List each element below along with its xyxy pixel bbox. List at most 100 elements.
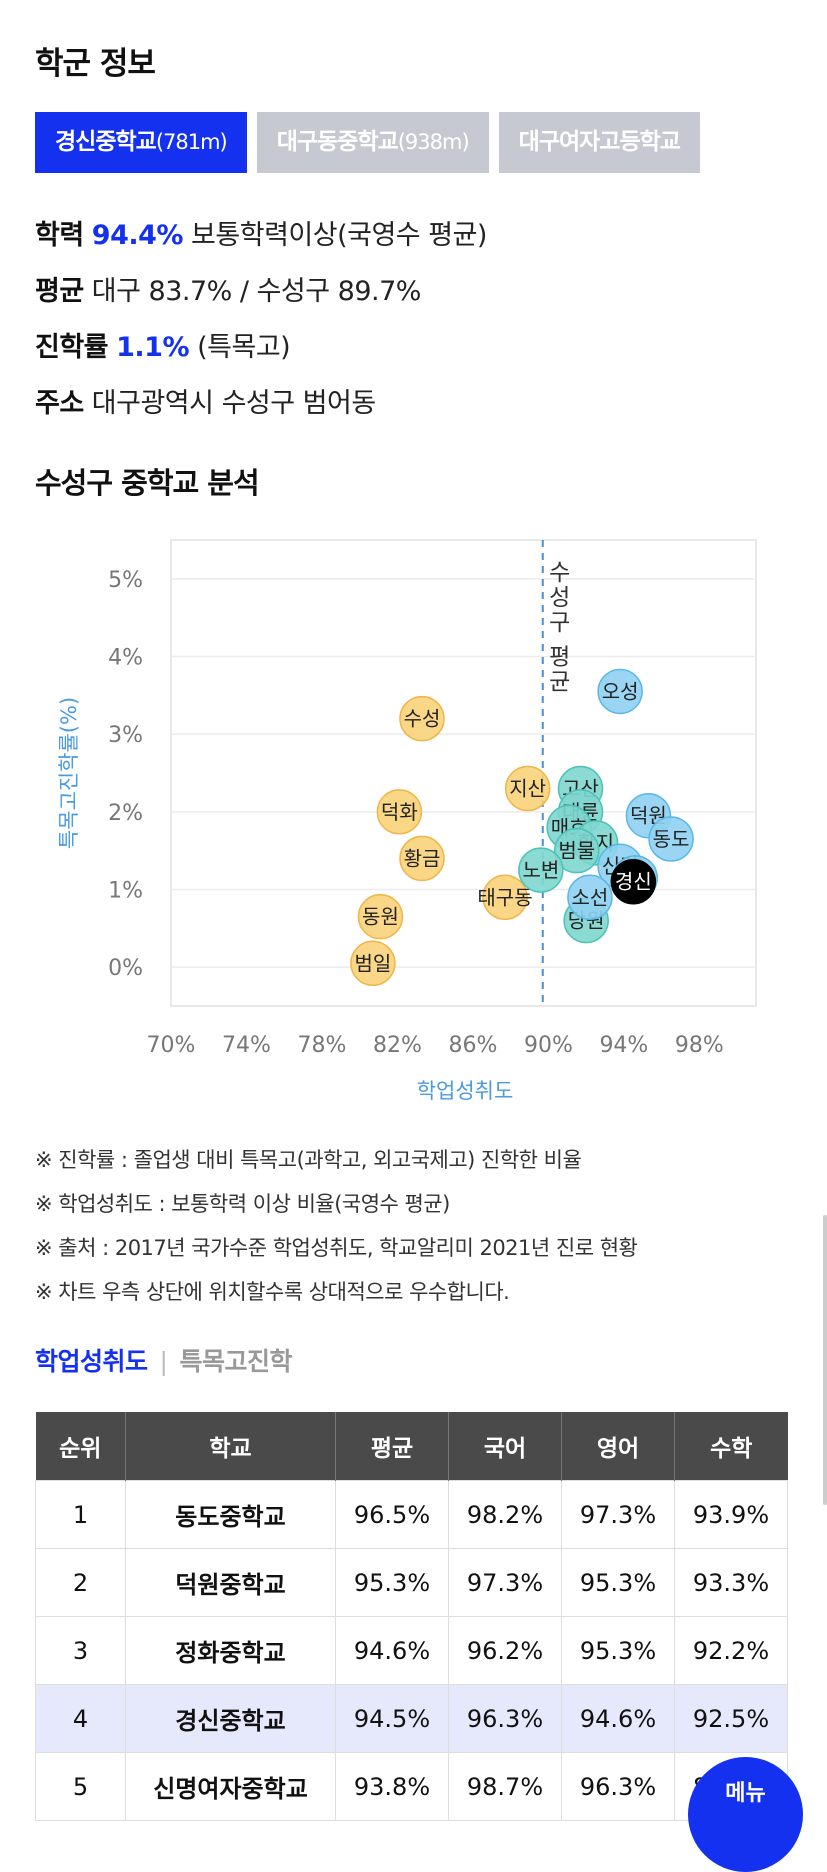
notes: ※ 진학률 : 졸업생 대비 특목고(과학고, 외고국제고) 진학한 비율 ※ … [35, 1138, 638, 1314]
subtab-academic[interactable]: 학업성취도 [35, 1347, 148, 1376]
cell-school: 정화중학교 [125, 1616, 336, 1685]
tab-school-1-name: 경신중학교 [55, 129, 157, 155]
cell-average: 93.8% [335, 1752, 449, 1821]
info-advance: 진학률 1.1% (특목고) [35, 325, 291, 364]
x-tick-label: 78% [298, 1033, 347, 1058]
tab-school-1[interactable]: 경신중학교(781m) [35, 112, 247, 173]
info-academic-value: 94.4% [91, 220, 184, 251]
point-label: 동원 [362, 905, 399, 929]
cell-rank: 1 [35, 1480, 126, 1549]
note-line: ※ 학업성취도 : 보통학력 이상 비율(국영수 평균) [35, 1192, 450, 1216]
info-address-text: 대구광역시 수성구 범어동 [91, 388, 376, 419]
scatter-chart: 5% 4% 3% 2% 1% 0% 70% 74% 78% 82% 86% 90% 94% 98% 학업성취… [57, 539, 757, 1103]
header-school: 학교 [125, 1412, 336, 1481]
point-범물 [553, 827, 600, 874]
info-academic-label: 학력 [35, 220, 84, 251]
info-advance-desc: (특목고) [197, 332, 291, 363]
cell-school: 덕원중학교 [125, 1548, 336, 1617]
x-tick-label: 98% [675, 1033, 724, 1058]
point-수성 [399, 695, 445, 742]
point-label: 범물 [558, 839, 595, 863]
cell-korean: 97.3% [448, 1548, 562, 1617]
cell-math: 93.3% [674, 1548, 788, 1617]
section-title-analysis: 수성구 중학교 분석 [35, 466, 260, 500]
cell-korean: 98.7% [448, 1752, 562, 1821]
menu-button[interactable]: 메뉴 [688, 1757, 803, 1872]
info-advance-label: 진학률 [35, 332, 109, 363]
tab-school-3-name: 대구여자고등학교 [518, 129, 681, 155]
info-address: 주소 대구광역시 수성구 범어동 [35, 381, 376, 420]
cell-average: 94.6% [335, 1616, 449, 1685]
info-academic-desc: 보통학력이상(국영수 평균) [191, 220, 487, 251]
point-소선 [567, 874, 613, 921]
point-태구동 [482, 874, 528, 921]
x-tick-label: 74% [222, 1033, 271, 1058]
point-label: 동도 [653, 827, 690, 851]
y-tick-label: 1% [108, 879, 143, 904]
cell-korean: 98.2% [448, 1480, 562, 1549]
cell-average: 96.5% [335, 1480, 449, 1549]
subtab-advance[interactable]: 특목고진학 [179, 1347, 292, 1376]
info-average: 평균 대구 83.7% / 수성구 89.7% [35, 269, 421, 308]
ranking-subtabs: 학업성취도 | 특목고진학 [35, 1342, 292, 1378]
cell-math: 93.9% [674, 1480, 788, 1549]
x-tick-label: 90% [524, 1033, 573, 1058]
table-row: 2 덕원중학교 95.3% 97.3% 95.3% 93.3% [35, 1548, 788, 1617]
cell-rank: 2 [35, 1548, 126, 1617]
table-header-row: 순위 학교 평균 국어 영어 수학 [35, 1412, 788, 1481]
scrollbar[interactable] [823, 1215, 827, 1505]
y-tick-label: 5% [108, 568, 143, 593]
subtab-separator: | [159, 1347, 168, 1376]
point-label: 소선 [572, 885, 609, 909]
x-tick-label: 82% [373, 1033, 422, 1058]
point-label: 지산 [509, 777, 546, 801]
header-english: 영어 [561, 1412, 675, 1481]
tab-school-2[interactable]: 대구동중학교(938m) [256, 112, 489, 173]
x-tick-label: 94% [599, 1033, 648, 1058]
note-line: ※ 출처 : 2017년 국가수준 학업성취도, 학교알리미 2021년 진로 … [35, 1236, 638, 1260]
average-line-label: 수성구 평균 [544, 560, 570, 694]
cell-average: 95.3% [335, 1548, 449, 1617]
point-동원 [357, 893, 404, 940]
point-지산 [504, 765, 551, 812]
point-label: 경신 [615, 870, 652, 894]
header-math: 수학 [674, 1412, 788, 1481]
info-average-label: 평균 [35, 276, 84, 307]
cell-rank: 5 [35, 1752, 126, 1821]
section-title-school-info: 학군 정보 [35, 46, 156, 82]
tab-school-2-distance: (938m) [397, 130, 470, 154]
cell-rank: 3 [35, 1616, 126, 1685]
tab-school-2-name: 대구동중학교 [276, 129, 399, 155]
info-advance-value: 1.1% [116, 332, 190, 363]
y-tick-label: 2% [108, 801, 143, 826]
point-label: 범일 [355, 951, 392, 975]
cell-math: 92.5% [674, 1684, 788, 1753]
x-tick-label: 86% [448, 1033, 497, 1058]
point-label: 노변 [522, 858, 559, 882]
tab-school-3[interactable]: 대구여자고등학교 [498, 112, 700, 173]
cell-rank: 4 [35, 1684, 126, 1753]
point-label: 덕화 [381, 800, 418, 824]
y-tick-label: 0% [108, 956, 143, 981]
cell-school: 경신중학교 [125, 1684, 336, 1753]
school-tabs: 경신중학교(781m) 대구동중학교(938m) 대구여자고등학교 [35, 112, 787, 173]
point-오성 [597, 668, 643, 715]
cell-english: 95.3% [561, 1548, 675, 1617]
table-row: 3 정화중학교 94.6% 96.2% 95.3% 92.2% [35, 1616, 788, 1685]
cell-korean: 96.3% [448, 1684, 562, 1753]
info-average-text: 대구 83.7% / 수성구 89.7% [91, 276, 422, 307]
y-axis-label: 특목고진학률(%) [57, 697, 81, 849]
cell-school: 신명여자중학교 [125, 1752, 336, 1821]
table-row: 1 동도중학교 96.5% 98.2% 97.3% 93.9% [35, 1480, 788, 1549]
cell-english: 96.3% [561, 1752, 675, 1821]
point-노변 [518, 847, 564, 893]
point-범일 [350, 940, 396, 987]
info-address-label: 주소 [35, 388, 84, 419]
point-동도 [648, 816, 694, 862]
table-row-highlighted: 4 경신중학교 94.5% 96.3% 94.6% 92.5% [35, 1684, 788, 1753]
cell-english: 94.6% [561, 1684, 675, 1753]
cell-school: 동도중학교 [125, 1480, 336, 1549]
x-axis-label: 학업성취도 [417, 1079, 514, 1103]
cell-english: 97.3% [561, 1480, 675, 1549]
point-label: 수성 [404, 707, 441, 731]
